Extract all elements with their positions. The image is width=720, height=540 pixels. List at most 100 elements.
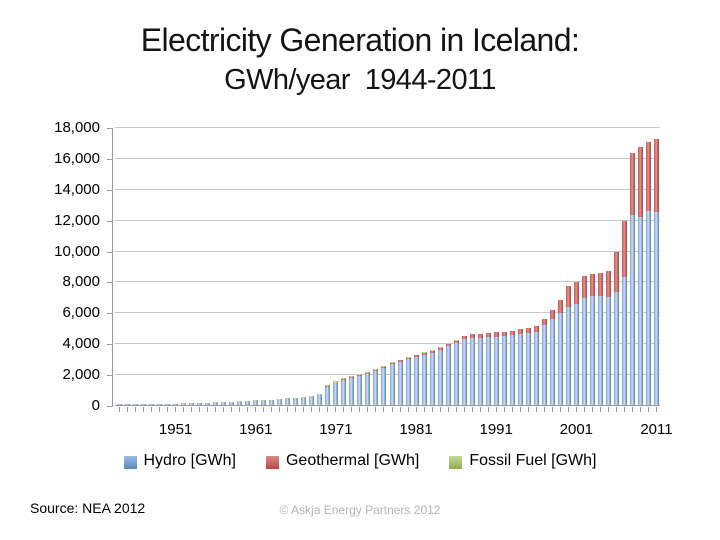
bar-segment-geothermal-1978: [389, 362, 395, 365]
x-axis-tick-2010: [647, 407, 649, 412]
x-axis-tick-1951: [175, 407, 177, 412]
bar-segment-geothermal-1993: [509, 330, 515, 336]
bar-segment-fossil-1966: [293, 397, 299, 399]
bar-segment-geothermal-1971: [333, 382, 339, 384]
bar-segment-hydro-1976: [373, 370, 379, 405]
x-axis-tick-1945: [127, 407, 128, 412]
bar-segment-geothermal-2003: [589, 273, 595, 296]
x-axis-tick-1956: [215, 407, 217, 412]
x-axis-tick-2001: [575, 407, 577, 412]
gridline-16000: [115, 157, 660, 159]
bar-segment-geothermal-1985: [445, 344, 451, 347]
y-axis-label-14,000: 14,000: [54, 180, 100, 198]
legend: Hydro [GWh] Geothermal [GWh] Fossil Fuel […: [0, 452, 720, 470]
x-axis-tick-1985: [447, 407, 449, 412]
bar-segment-hydro-2004: [597, 295, 603, 405]
bar-segment-hydro-1973: [349, 377, 355, 405]
x-axis-tick-1974: [359, 407, 361, 412]
x-axis-tick-1948: [151, 407, 153, 412]
bar-1957: [221, 402, 227, 405]
bar-segment-geothermal-2011: [653, 139, 659, 212]
bar-segment-hydro-2003: [589, 295, 595, 405]
bar-segment-hydro-1984: [437, 349, 443, 405]
bar-segment-hydro-1985: [445, 346, 451, 405]
bar-segment-fossil-1973: [349, 375, 355, 378]
x-axis-tick-2000: [567, 407, 569, 412]
bar-segment-geothermal-1995: [525, 328, 531, 333]
x-axis-tick-1981: [415, 407, 417, 412]
bar-segment-hydro-1947: [141, 404, 147, 405]
x-axis-label-1961: 1961: [239, 421, 273, 438]
x-axis-tick-1955: [207, 407, 209, 412]
x-axis-label-1971: 1971: [319, 421, 353, 438]
bar-segment-geothermal-2000: [565, 286, 571, 307]
x-axis-tick-1973: [351, 407, 353, 412]
y-axis-label-2,000: 2,000: [62, 366, 100, 384]
bar-segment-fossil-1969: [317, 394, 323, 396]
gridline-14000: [115, 188, 660, 190]
bar-segment-geothermal-1998: [549, 309, 555, 319]
bar-segment-geothermal-2005: [605, 271, 611, 297]
y-axis-label-12,000: 12,000: [54, 211, 100, 229]
bar-segment-hydro-1956: [213, 402, 219, 405]
x-axis-tick-1944: [119, 407, 120, 412]
bar-1983: [429, 350, 435, 405]
bar-2005: [605, 270, 611, 405]
x-axis-tick-1996: [535, 407, 537, 412]
bar-segment-hydro-2008: [629, 215, 635, 405]
y-axis-tick: [107, 375, 112, 377]
bar-segment-geothermal-2007: [621, 221, 627, 277]
x-axis-label-1951: 1951: [158, 421, 193, 438]
bar-segment-fossil-1961: [253, 400, 259, 401]
bar-segment-geothermal-1974: [357, 375, 363, 377]
bar-1979: [397, 359, 403, 405]
bar-segment-fossil-1977: [381, 365, 387, 367]
x-axis-tick-1988: [471, 407, 473, 412]
x-axis-tick-1975: [367, 407, 369, 412]
y-axis-label-6,000: 6,000: [62, 304, 100, 322]
x-axis-tick-1952: [183, 407, 185, 412]
x-axis-tick-1987: [463, 407, 465, 412]
x-axis-tick-1958: [231, 407, 233, 412]
bar-segment-geothermal-1999: [557, 299, 563, 313]
x-axis-tick-1983: [431, 407, 433, 412]
bar-segment-hydro-1952: [181, 403, 187, 405]
bar-1963: [269, 399, 275, 405]
x-axis-tick-1957: [223, 407, 225, 412]
y-axis-tick: [107, 220, 112, 222]
x-axis-tick-1966: [295, 407, 297, 412]
bar-1949: [157, 403, 163, 405]
x-axis-tick-1997: [543, 407, 545, 412]
bar-segment-hydro-2005: [605, 296, 611, 405]
x-axis-tick-1994: [519, 407, 521, 412]
legend-swatch-icon: [449, 455, 463, 469]
y-axis-tick: [107, 189, 112, 191]
bar-segment-hydro-1981: [413, 357, 419, 405]
y-axis-label-0: 0: [91, 397, 100, 414]
y-axis-tick: [107, 158, 112, 160]
bar-segment-geothermal-1984: [437, 347, 443, 350]
x-axis-tick-1999: [559, 407, 561, 412]
bar-segment-geothermal-1977: [381, 366, 387, 368]
gridline-4000: [115, 343, 660, 345]
bar-segment-hydro-1997: [541, 325, 547, 405]
bar-segment-hydro-1960: [245, 401, 251, 405]
bar-segment-geothermal-1982: [421, 352, 427, 355]
legend-label: Fossil Fuel [GWh]: [469, 452, 597, 469]
bar-1958: [229, 401, 235, 405]
bar-1991: [493, 331, 499, 405]
x-axis-tick-1977: [383, 407, 385, 412]
chart-title-line2: GWh/year 1944-2011: [224, 63, 496, 96]
bar-segment-geothermal-2001: [573, 282, 579, 305]
x-axis-tick-1967: [303, 407, 305, 412]
bar-segment-fossil-1963: [269, 399, 275, 401]
bar-segment-geothermal-1989: [477, 333, 483, 338]
bar-segment-fossil-1964: [277, 398, 283, 400]
bar-1944: [117, 404, 122, 405]
bar-segment-geothermal-1975: [365, 372, 371, 374]
bar-1992: [501, 331, 507, 405]
x-axis-tick-1962: [263, 407, 265, 412]
bar-segment-hydro-1965: [285, 399, 291, 405]
x-axis-tick-1968: [311, 407, 313, 412]
